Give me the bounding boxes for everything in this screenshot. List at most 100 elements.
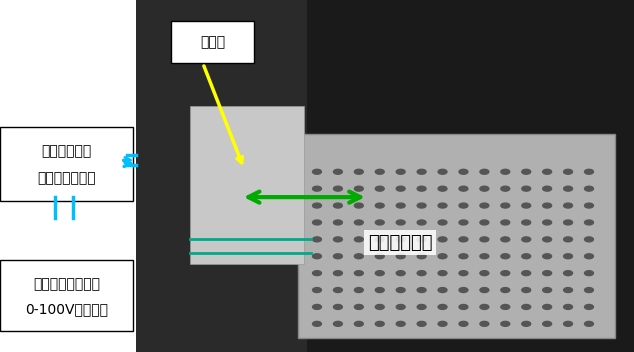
Circle shape — [543, 254, 552, 259]
Circle shape — [501, 288, 510, 293]
Circle shape — [459, 237, 468, 242]
Circle shape — [313, 186, 321, 191]
FancyBboxPatch shape — [0, 260, 133, 331]
Circle shape — [396, 254, 405, 259]
Circle shape — [585, 304, 593, 309]
Circle shape — [480, 254, 489, 259]
Circle shape — [333, 203, 342, 208]
Circle shape — [501, 237, 510, 242]
Circle shape — [354, 304, 363, 309]
Circle shape — [417, 220, 426, 225]
Circle shape — [354, 254, 363, 259]
Circle shape — [333, 288, 342, 293]
Circle shape — [333, 237, 342, 242]
Circle shape — [313, 304, 321, 309]
Circle shape — [375, 271, 384, 276]
Circle shape — [417, 288, 426, 293]
Circle shape — [501, 220, 510, 225]
Circle shape — [459, 254, 468, 259]
Circle shape — [501, 203, 510, 208]
Circle shape — [375, 237, 384, 242]
Circle shape — [480, 288, 489, 293]
Circle shape — [396, 271, 405, 276]
Circle shape — [333, 254, 342, 259]
Circle shape — [459, 186, 468, 191]
Circle shape — [480, 203, 489, 208]
Circle shape — [354, 288, 363, 293]
Circle shape — [480, 237, 489, 242]
Circle shape — [417, 271, 426, 276]
Circle shape — [375, 186, 384, 191]
Circle shape — [564, 254, 573, 259]
Circle shape — [333, 169, 342, 174]
FancyBboxPatch shape — [136, 0, 307, 352]
Circle shape — [313, 237, 321, 242]
Circle shape — [375, 304, 384, 309]
Text: 0-100V　可変式: 0-100V 可変式 — [25, 303, 108, 316]
Circle shape — [522, 271, 531, 276]
Text: 振動子: 振動子 — [200, 35, 225, 49]
Circle shape — [396, 304, 405, 309]
Circle shape — [313, 169, 321, 174]
Circle shape — [417, 321, 426, 326]
Circle shape — [417, 169, 426, 174]
Circle shape — [417, 237, 426, 242]
Circle shape — [417, 186, 426, 191]
Circle shape — [543, 169, 552, 174]
Circle shape — [396, 237, 405, 242]
Circle shape — [396, 321, 405, 326]
Circle shape — [564, 304, 573, 309]
Circle shape — [543, 220, 552, 225]
Text: 初期振動方向: 初期振動方向 — [368, 234, 432, 252]
Circle shape — [585, 186, 593, 191]
Circle shape — [585, 220, 593, 225]
Circle shape — [585, 288, 593, 293]
Circle shape — [564, 237, 573, 242]
Circle shape — [585, 321, 593, 326]
Circle shape — [417, 254, 426, 259]
Circle shape — [333, 321, 342, 326]
FancyBboxPatch shape — [298, 134, 615, 338]
Circle shape — [354, 271, 363, 276]
Circle shape — [522, 237, 531, 242]
Circle shape — [333, 271, 342, 276]
Circle shape — [564, 288, 573, 293]
Circle shape — [438, 220, 447, 225]
Circle shape — [396, 186, 405, 191]
Circle shape — [459, 169, 468, 174]
Circle shape — [480, 169, 489, 174]
Circle shape — [501, 186, 510, 191]
Circle shape — [480, 321, 489, 326]
Circle shape — [354, 186, 363, 191]
FancyBboxPatch shape — [136, 0, 634, 352]
Circle shape — [354, 220, 363, 225]
Circle shape — [438, 304, 447, 309]
Circle shape — [438, 254, 447, 259]
Circle shape — [313, 220, 321, 225]
Circle shape — [522, 220, 531, 225]
Circle shape — [564, 220, 573, 225]
Circle shape — [438, 203, 447, 208]
Circle shape — [375, 288, 384, 293]
Text: 超音波発振器: 超音波発振器 — [41, 145, 92, 159]
Circle shape — [354, 237, 363, 242]
Circle shape — [564, 321, 573, 326]
Circle shape — [438, 288, 447, 293]
Circle shape — [354, 203, 363, 208]
Circle shape — [375, 220, 384, 225]
Circle shape — [396, 220, 405, 225]
Circle shape — [375, 169, 384, 174]
Circle shape — [459, 304, 468, 309]
Circle shape — [585, 254, 593, 259]
Circle shape — [564, 186, 573, 191]
Circle shape — [585, 271, 593, 276]
Text: スライドトランス: スライドトランス — [33, 277, 100, 291]
Circle shape — [459, 220, 468, 225]
Circle shape — [501, 321, 510, 326]
Circle shape — [501, 254, 510, 259]
Circle shape — [459, 288, 468, 293]
Circle shape — [585, 203, 593, 208]
Circle shape — [564, 271, 573, 276]
Circle shape — [313, 203, 321, 208]
Circle shape — [438, 237, 447, 242]
